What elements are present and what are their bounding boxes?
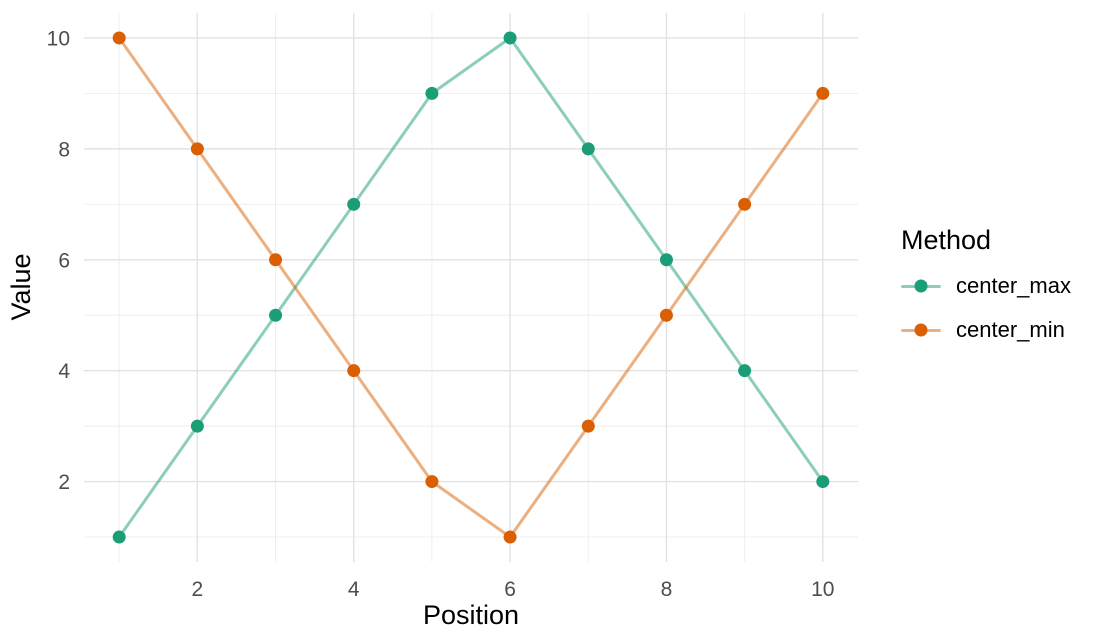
data-point-center_max [503, 31, 517, 45]
x-tick-label: 10 [811, 578, 834, 601]
data-point-center_max [269, 308, 283, 322]
legend: Method center_max center_min [901, 224, 1071, 352]
series-line-center_max [117, 36, 825, 539]
data-point-center_min [190, 142, 204, 156]
y-tick-label: 4 [58, 360, 70, 383]
data-point-center_min [347, 364, 361, 378]
legend-key [901, 278, 941, 294]
legend-item-label: center_max [956, 273, 1071, 298]
series-line-center_min [117, 36, 825, 539]
data-point-center_max [190, 419, 204, 433]
data-point-center_min [581, 419, 595, 433]
y-tick-label: 8 [58, 138, 70, 161]
legend-item-center-min: center_min [901, 308, 1071, 352]
y-tick-label: 10 [47, 27, 70, 50]
x-axis-title: Position [422, 600, 520, 630]
data-point-center_max [816, 475, 830, 489]
x-tick-label: 4 [348, 578, 360, 601]
legend-point-icon [914, 279, 928, 293]
legend-title: Method [901, 225, 992, 255]
data-point-center_min [503, 530, 517, 544]
legend-item-center-max: center_max [901, 264, 1071, 308]
x-tick-label: 8 [661, 578, 673, 601]
data-point-center_max [425, 86, 439, 100]
data-point-center_min [738, 197, 752, 211]
data-point-center_max [581, 142, 595, 156]
y-tick-label: 2 [58, 471, 70, 494]
data-point-center_min [269, 253, 283, 267]
legend-point-icon [914, 323, 928, 337]
y-axis-title: Value [6, 253, 36, 321]
data-point-center_max [112, 530, 126, 544]
data-point-center_max [659, 253, 673, 267]
x-tick-label: 6 [504, 578, 516, 601]
x-tick-label: 2 [192, 578, 204, 601]
legend-key [901, 322, 941, 338]
y-tick-label: 6 [58, 249, 70, 272]
data-point-center_max [738, 364, 752, 378]
data-point-center_min [112, 31, 126, 45]
data-point-center_max [347, 197, 361, 211]
data-point-center_min [659, 308, 673, 322]
data-point-center_min [816, 86, 830, 100]
data-point-center_min [425, 475, 439, 489]
legend-item-label: center_min [956, 317, 1065, 342]
